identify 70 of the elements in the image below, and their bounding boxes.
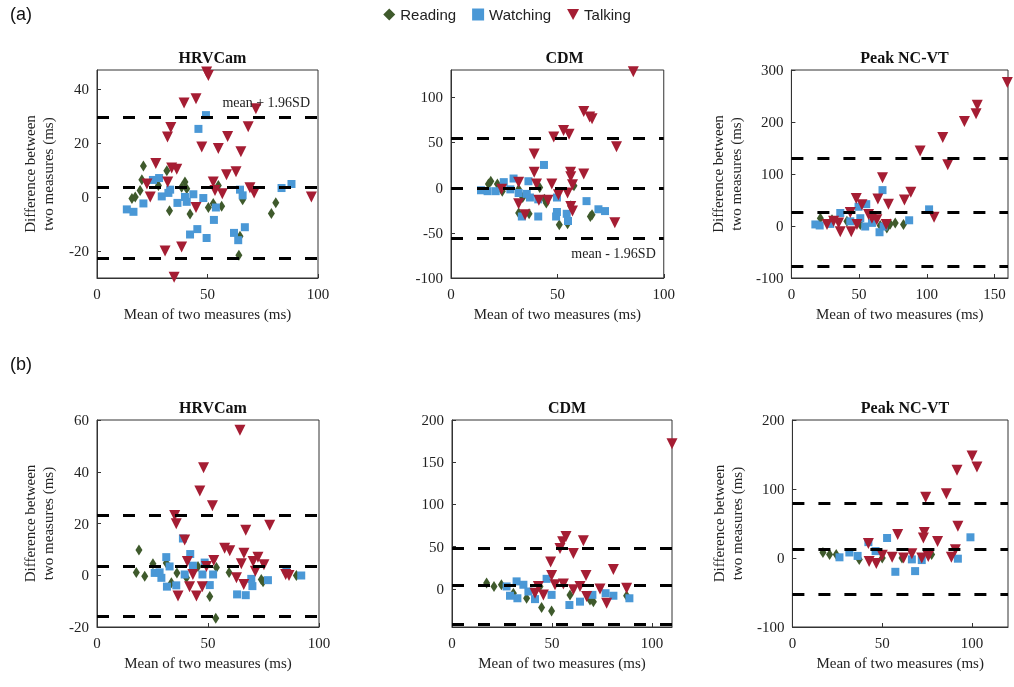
- x-tick-label: 50: [549, 285, 565, 302]
- chart-title: HRVCam: [179, 398, 248, 416]
- x-axis-title: Mean of two measures (ms): [815, 305, 984, 323]
- y-tick-label: 50: [429, 538, 444, 555]
- y-tick-label: 100: [421, 496, 444, 513]
- legend-label: Watching: [489, 6, 552, 23]
- x-tick-label: 50: [544, 634, 560, 651]
- text: (b): [10, 354, 32, 374]
- ref-line-label: mean - 1.96SD: [571, 245, 656, 261]
- y-tick-label: 100: [760, 166, 784, 182]
- y-tick-label: 200: [761, 412, 785, 428]
- x-tick-label: 100: [640, 634, 664, 651]
- y-tick-label: 300: [760, 62, 784, 78]
- y-tick-label: -50: [423, 224, 443, 241]
- y-tick-label: 60: [74, 412, 89, 428]
- x-tick-label: 100: [307, 634, 331, 651]
- legend-label: Reading: [400, 6, 457, 23]
- x-axis-title: Mean of two measures (ms): [123, 305, 292, 323]
- y-tick-label: 0: [776, 550, 785, 566]
- y-tick-label: 0: [775, 218, 784, 234]
- x-tick-label: 0: [788, 634, 797, 651]
- chart-title: HRVCam: [178, 48, 248, 66]
- y-axis-title: Difference between two measures (ms): [710, 114, 745, 233]
- y-tick-label: 20: [74, 134, 89, 151]
- y-axis-title: Difference between two measures (ms): [22, 114, 57, 233]
- y-tick-label: 0: [81, 188, 89, 205]
- chart-title: CDM: [545, 48, 584, 66]
- x-axis-title: Mean of two measures (ms): [478, 654, 646, 672]
- x-tick-label: 50: [200, 285, 215, 302]
- y-tick-label: 0: [81, 567, 89, 584]
- x-axis-title: Mean of two measures (ms): [124, 654, 292, 672]
- y-tick-label: -20: [69, 242, 89, 259]
- y-tick-label: 200: [760, 114, 784, 130]
- ref-line-label: mean + 1.96SD: [222, 94, 310, 110]
- y-tick-label: 200: [421, 412, 444, 428]
- text: (a): [10, 4, 32, 24]
- y-axis-title: Difference between two measures (ms): [22, 464, 57, 583]
- x-tick-label: 0: [447, 285, 455, 302]
- x-tick-label: 150: [983, 285, 1006, 302]
- x-tick-label: 100: [960, 634, 984, 651]
- y-tick-label: 50: [428, 134, 443, 151]
- x-tick-label: 100: [652, 285, 675, 302]
- x-axis-title: Mean of two measures (ms): [473, 305, 642, 323]
- y-tick-label: 40: [74, 80, 89, 97]
- chart-title: Peak NC-VT: [860, 48, 950, 66]
- y-tick-label: 0: [436, 580, 444, 597]
- chart-title: Peak NC-VT: [860, 398, 950, 416]
- y-tick-label: 100: [761, 481, 785, 497]
- y-tick-label: -100: [415, 270, 443, 286]
- y-tick-label: 100: [420, 89, 443, 106]
- y-tick-label: 40: [74, 463, 89, 480]
- x-tick-label: 50: [200, 634, 216, 651]
- x-tick-label: 100: [306, 285, 330, 302]
- x-tick-label: 0: [448, 634, 456, 651]
- y-tick-label: 0: [435, 179, 443, 196]
- y-tick-label: 150: [421, 454, 444, 471]
- x-axis-title: Mean of two measures (ms): [816, 654, 984, 672]
- legend-label: Talking: [584, 6, 631, 23]
- y-tick-label: -100: [755, 270, 784, 286]
- y-tick-label: -100: [756, 619, 785, 635]
- y-axis-title: Difference between two measures (ms): [711, 464, 746, 583]
- chart-title: CDM: [547, 398, 587, 416]
- x-tick-label: 100: [915, 285, 939, 302]
- y-tick-label: 20: [74, 515, 89, 532]
- x-tick-label: 0: [93, 285, 101, 302]
- x-tick-label: 0: [93, 634, 101, 651]
- x-tick-label: 50: [874, 634, 890, 651]
- x-tick-label: 50: [851, 285, 867, 302]
- y-tick-label: -20: [69, 619, 89, 635]
- x-tick-label: 0: [787, 285, 796, 302]
